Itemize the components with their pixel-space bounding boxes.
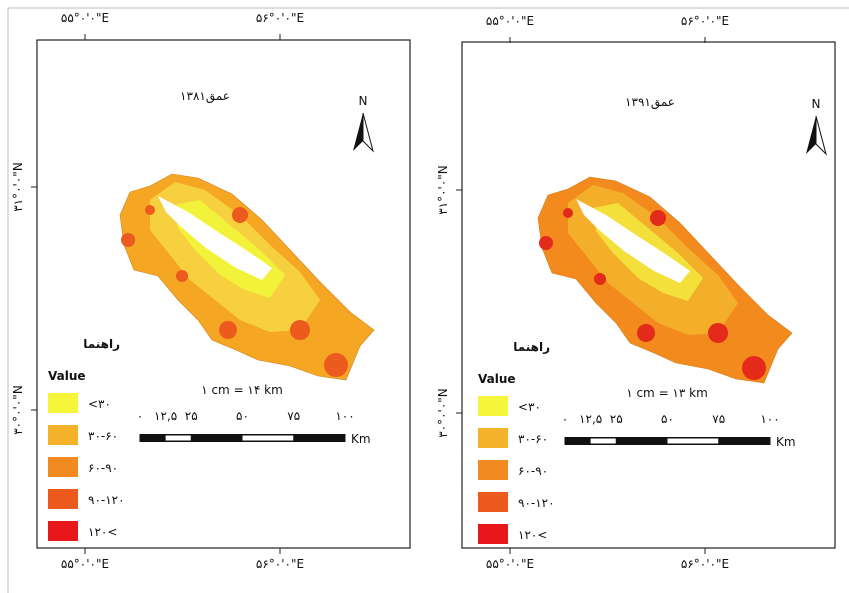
map-zone — [742, 356, 766, 380]
lat-label: ۳۱°۰'۰"N — [11, 162, 25, 212]
lon-label: ۵۶°۰'۰"E — [256, 11, 304, 25]
scale-tick-label: ۲۵ — [610, 412, 623, 426]
scale-tick-label: ۷۵ — [287, 409, 300, 423]
lon-label: ۵۶°۰'۰"E — [681, 557, 729, 571]
panel-frame — [461, 41, 836, 549]
legend-swatch — [478, 460, 508, 480]
legend-swatch — [48, 457, 78, 477]
outer-frame — [7, 7, 849, 593]
map-zone — [145, 205, 155, 215]
legend-label: ۳۰-۶۰ — [518, 432, 548, 446]
scale-unit: Km — [351, 432, 371, 446]
map-zone — [637, 324, 655, 342]
north-arrow — [353, 113, 363, 151]
scale-tick-label: ۷۵ — [712, 412, 725, 426]
scale-segment — [165, 435, 192, 441]
legend-label: ۱۲۰< — [518, 528, 547, 542]
legend-label: ۳۰-۶۰ — [88, 429, 118, 443]
lon-label: ۵۵°۰'۰"E — [486, 557, 534, 571]
lake — [576, 199, 690, 283]
legend-swatch — [478, 428, 508, 448]
scale-segment — [667, 438, 719, 444]
map-zone — [324, 353, 348, 377]
scale-segment — [242, 435, 294, 441]
scale-segment — [590, 438, 617, 444]
legend-label: ۹۰-۱۲۰ — [518, 496, 555, 510]
scale-tick-label: ۱۰۰ — [760, 412, 779, 426]
scale-tick-label: ۱۲,۵ — [154, 409, 177, 423]
legend-title: راهنما — [513, 340, 550, 354]
lake — [158, 196, 272, 280]
lon-label: ۵۵°۰'۰"E — [61, 557, 109, 571]
lon-label: ۵۵°۰'۰"E — [61, 11, 109, 25]
lon-label: ۵۵°۰'۰"E — [486, 14, 534, 28]
legend-swatch — [478, 396, 508, 416]
map-zone — [232, 207, 248, 223]
map-zone — [176, 270, 188, 282]
legend-label: <۳۰ — [88, 397, 111, 411]
legend-label: ۶۰-۹۰ — [88, 461, 118, 475]
legend-label: ۱۲۰< — [88, 525, 117, 539]
map-zone — [219, 321, 237, 339]
lat-label: ۳۰°۰'۰"N — [11, 385, 25, 435]
legend-swatch — [48, 425, 78, 445]
legend-subtitle: Value — [478, 372, 516, 386]
scale-tick-label: ۰ — [562, 412, 568, 426]
north-arrow — [815, 115, 827, 156]
legend-swatch — [48, 393, 78, 413]
scale-tick-label: ۰ — [137, 409, 143, 423]
legend-swatch — [478, 524, 508, 544]
panel-frame — [36, 39, 411, 549]
legend-subtitle: Value — [48, 369, 86, 383]
map-zone — [563, 208, 573, 218]
scale-tick-label: ۱۲,۵ — [579, 412, 602, 426]
legend-swatch — [48, 489, 78, 509]
scale-tick-label: ۵۰ — [661, 412, 674, 426]
lon-label: ۵۶°۰'۰"E — [681, 14, 729, 28]
legend-swatch — [48, 521, 78, 541]
panel-title: عمق۱۳۹۱ — [625, 95, 675, 110]
legend-label: <۳۰ — [518, 400, 541, 414]
lat-label: ۳۰°۰'۰"N — [436, 388, 450, 438]
panel-title: عمق۱۳۸۱ — [180, 89, 230, 104]
scale-tick-label: ۵۰ — [236, 409, 249, 423]
map-zone — [594, 273, 606, 285]
north-label: N — [812, 97, 821, 111]
north-label: N — [359, 94, 368, 108]
scale-tick-label: ۲۵ — [185, 409, 198, 423]
map-zone — [650, 210, 666, 226]
legend-label: ۶۰-۹۰ — [518, 464, 548, 478]
scale-unit: Km — [776, 435, 796, 449]
north-arrow — [806, 116, 816, 154]
legend-label: ۹۰-۱۲۰ — [88, 493, 125, 507]
lat-label: ۳۱°۰'۰"N — [436, 165, 450, 215]
legend-title: راهنما — [83, 337, 120, 351]
map-zone — [290, 320, 310, 340]
map-zone — [708, 323, 728, 343]
north-arrow — [362, 112, 374, 153]
legend-swatch — [478, 492, 508, 512]
map-zone — [121, 233, 135, 247]
map-zone — [539, 236, 553, 250]
scale-tick-label: ۱۰۰ — [335, 409, 354, 423]
map-panel: ۵۵°۰'۰"E ۵۵°۰'۰"E ۵۶°۰'۰"E ۵۶°۰'۰"E ۳۱°۰'۰"N… — [11, 11, 411, 571]
lon-label: ۵۶°۰'۰"E — [256, 557, 304, 571]
scale-text: ۱ cm = ۱۴ km — [201, 383, 283, 397]
map-panel: ۵۵°۰'۰"E ۵۵°۰'۰"E ۵۶°۰'۰"E ۵۶°۰'۰"E ۳۱°۰'۰"N… — [436, 14, 836, 571]
scale-text: ۱ cm = ۱۳ km — [626, 386, 708, 400]
